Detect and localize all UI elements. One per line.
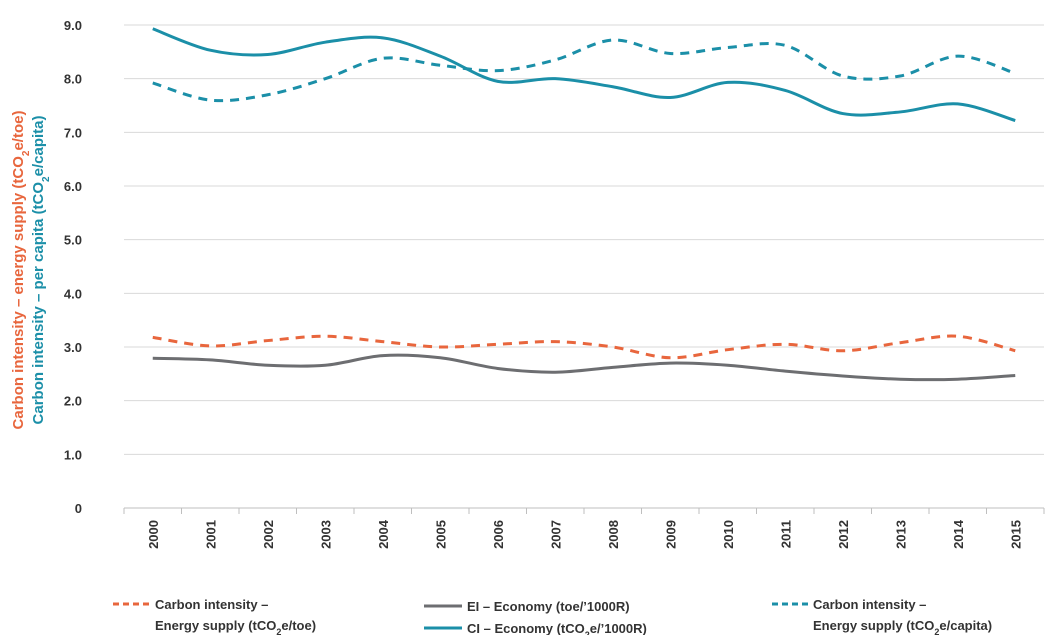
x-tick-label: 2012	[836, 520, 851, 549]
plot-area	[152, 27, 1016, 382]
y-tick-label: 5.0	[64, 233, 82, 248]
series-line-ei_economy	[152, 353, 1016, 382]
x-tick-label: 2008	[606, 520, 621, 549]
x-tick-label: 2000	[146, 520, 161, 549]
y-tick-label: 9.0	[64, 18, 82, 33]
series-line-ci_economy	[152, 27, 1016, 122]
legend-label: Energy supply (tCO2e/toe)	[155, 618, 316, 635]
x-tick-label: 2010	[721, 520, 736, 549]
y-tick-label: 4.0	[64, 286, 82, 301]
y-tick-label: 3.0	[64, 340, 82, 355]
x-tick-label: 2005	[433, 520, 448, 549]
legend-item-ci-energy-toe: Carbon intensity – Energy supply (tCO2e/…	[113, 597, 316, 635]
legend-label: CI – Economy (tCO2e/’1000R)	[467, 621, 647, 635]
legend-item-ci-economy: CI – Economy (tCO2e/’1000R)	[424, 621, 647, 635]
x-tick-label: 2004	[376, 519, 391, 549]
y-tick-label: 6.0	[64, 179, 82, 194]
y-tick-label: 7.0	[64, 125, 82, 140]
x-tick-label: 2007	[548, 520, 563, 549]
y-tick-label: 1.0	[64, 447, 82, 462]
legend-item-ci-energy-capita: Carbon intensity – Energy supply (tCO2e/…	[772, 597, 992, 635]
x-tick-label: 2011	[778, 520, 793, 548]
y-tick-label: 2.0	[64, 394, 82, 409]
series-line-ci_energy_capita	[152, 38, 1016, 103]
legend-label: Carbon intensity –	[155, 597, 268, 612]
legend-item-ei-economy: EI – Economy (toe/’1000R)	[424, 599, 630, 614]
y-tick-label: 8.0	[64, 72, 82, 87]
legend-label: Carbon intensity –	[813, 597, 926, 612]
legend-label: Energy supply (tCO2e/capita)	[813, 618, 992, 635]
y-axis: 0 1.0 2.0 3.0 4.0 5.0 6.0 7.0 8.0 9.0	[64, 18, 82, 516]
x-tick-label: 2002	[261, 520, 276, 549]
grid	[124, 24, 1044, 509]
legend: Carbon intensity – Energy supply (tCO2e/…	[113, 597, 992, 635]
x-tick-label: 2009	[663, 520, 678, 549]
y-tick-label: 0	[75, 501, 82, 516]
x-tick-label: 2003	[318, 520, 333, 549]
x-axis: 2000 2001 2002 2003 2004 2005 2006 2007 2008 2009…	[123, 508, 1045, 549]
legend-label: EI – Economy (toe/’1000R)	[467, 599, 630, 614]
x-tick-label: 2006	[491, 520, 506, 549]
y-axis-label-primary: Carbon intensity – energy supply (tCO2e/…	[10, 111, 32, 430]
x-tick-label: 2001	[203, 520, 218, 549]
x-tick-label: 2014	[951, 519, 966, 549]
series-line-ci_energy_toe	[152, 334, 1016, 360]
x-tick-label: 2013	[893, 520, 908, 549]
x-tick-label: 2015	[1008, 520, 1023, 549]
y-axis-label-secondary: Carbon intensity – per capita (tCO2e/cap…	[30, 116, 52, 425]
